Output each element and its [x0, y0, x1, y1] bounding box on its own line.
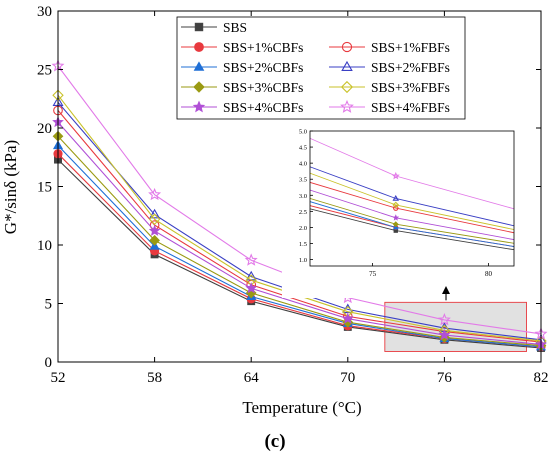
legend-item-sbs-4pctfbfs: SBS+4%FBFs — [329, 99, 450, 115]
inset-y-tick-label-2.5: 2.5 — [299, 209, 307, 216]
inset-line-sbs-1pctfbfs — [310, 181, 514, 234]
inset-line-sbs-3pctfbfs — [310, 172, 514, 231]
y-tick-label-20: 20 — [37, 121, 52, 137]
inset-y-tick-label-1.5: 1.5 — [299, 241, 307, 248]
legend-item-sbs: SBS — [181, 20, 247, 35]
inset-x-tick-label-80: 80 — [485, 270, 493, 278]
inset-point-sbs-2pctfbfs-76 — [392, 194, 400, 201]
legend-marker-sbs-3pctcbfs — [193, 81, 205, 93]
inset-series-sbs-4pctcbfs — [310, 189, 514, 241]
y-tick-label-5: 5 — [45, 297, 53, 313]
inset-y-tick-label-2.0: 2.0 — [299, 225, 307, 232]
inset-series-sbs-3pctfbfs — [310, 172, 514, 231]
x-axis-label: Temperature (°C) — [242, 398, 361, 417]
inset-frame — [309, 130, 515, 267]
legend-marker-sbs-2pctcbfs — [193, 61, 205, 71]
legend-marker-sbs-4pctfbfs — [340, 99, 354, 113]
series-line-sbs-2pctcbfs — [57, 145, 542, 348]
legend-marker-sbs — [194, 22, 204, 32]
x-tick-label-64: 64 — [244, 370, 260, 386]
data-point-sbs-4pctfbfs-76 — [437, 313, 451, 326]
y-tick-label-30: 30 — [37, 4, 52, 20]
y-axis-label: G*/sinδ (kPa) — [1, 140, 20, 234]
legend-item-sbs-1pctcbfs: SBS+1%CBFs — [181, 40, 303, 55]
legend-label-sbs: SBS — [223, 20, 247, 35]
inset-y-tick-label-3.0: 3.0 — [299, 193, 307, 200]
inset-line-sbs-3pctcbfs — [310, 197, 514, 244]
inset-x-tick-label-75: 75 — [369, 270, 377, 278]
legend-label-sbs-4pctcbfs: SBS+4%CBFs — [223, 100, 303, 115]
y-tick-label-25: 25 — [37, 63, 52, 79]
legend-label-sbs-3pctfbfs: SBS+3%FBFs — [371, 80, 450, 95]
legend-label-sbs-2pctfbfs: SBS+2%FBFs — [371, 60, 450, 75]
series-line-sbs-3pctcbfs — [57, 135, 542, 347]
inset-line-sbs-4pctfbfs — [310, 137, 514, 210]
legend: SBS SBS+1%CBFs SBS+1%FBFs SBS+2%CBFs SBS+2%F… — [176, 16, 466, 120]
legend-label-sbs-4pctfbfs: SBS+4%FBFs — [371, 100, 450, 115]
inset-y-tick-label-3.5: 3.5 — [299, 177, 307, 184]
zoom-arrow-head — [442, 286, 451, 294]
legend-item-sbs-3pctcbfs: SBS+3%CBFs — [181, 80, 303, 95]
series-line-sbs — [57, 159, 542, 349]
x-tick-label-70: 70 — [340, 370, 355, 386]
legend-item-sbs-2pctfbfs: SBS+2%FBFs — [329, 60, 450, 75]
legend-label-sbs-1pctcbfs: SBS+1%CBFs — [223, 40, 303, 55]
legend-marker-sbs-4pctcbfs — [192, 100, 206, 113]
inset-plot: 75 80 1.0 1.5 2.0 2.5 3.0 3.5 4.0 4.5 5.0 — [298, 128, 515, 301]
inset-line-sbs-2pctfbfs — [310, 166, 514, 227]
inset-y-tick-label-4.5: 4.5 — [299, 145, 307, 152]
series-sbs-4pctcbfs — [52, 116, 547, 350]
x-tick-label-76: 76 — [437, 370, 453, 386]
main-axes: 52 58 64 70 76 82 0 5 10 15 20 25 30 — [37, 4, 549, 386]
legend-label-sbs-2pctcbfs: SBS+2%CBFs — [223, 60, 303, 75]
x-tick-label-58: 58 — [147, 370, 162, 386]
legend-marker-sbs-1pctfbfs — [341, 41, 353, 53]
y-tick-label-15: 15 — [37, 180, 52, 196]
inset-series-group — [310, 137, 514, 251]
data-point-sbs-3pctcbfs-58 — [149, 234, 160, 246]
y-tick-label-10: 10 — [37, 238, 52, 254]
data-point-sbs-3pctfbfs-58 — [148, 213, 161, 225]
inset-series-sbs-3pctcbfs — [310, 197, 514, 244]
data-point-sbs-4pctcbfs-58 — [148, 224, 161, 236]
legend-marker-sbs-2pctfbfs — [341, 60, 353, 71]
data-point-sbs-4pctcbfs-70 — [341, 312, 354, 324]
legend-item-sbs-2pctcbfs: SBS+2%CBFs — [181, 60, 303, 75]
inset-line-sbs-2pctcbfs — [310, 201, 514, 247]
inset-point-sbs-4pctcbfs-76 — [392, 214, 400, 221]
data-point-sbs-4pctcbfs-64 — [245, 282, 258, 294]
inset-line-sbs — [310, 208, 514, 251]
data-point-sbs-4pctfbfs-64 — [244, 253, 258, 266]
data-point-sbs-4pctfbfs-58 — [148, 187, 162, 201]
x-tick-label-52: 52 — [51, 370, 66, 386]
inset-point-sbs-4pctfbfs-76 — [391, 171, 400, 180]
legend-label-sbs-3pctcbfs: SBS+3%CBFs — [223, 80, 303, 95]
inset-point-sbs-3pctfbfs-76 — [392, 201, 400, 209]
legend-item-sbs-4pctcbfs: SBS+4%CBFs — [181, 100, 303, 115]
inset-line-sbs-4pctcbfs — [310, 189, 514, 241]
y-tick-label-0: 0 — [45, 355, 53, 371]
inset-series-sbs-1pctfbfs — [310, 181, 514, 234]
legend-item-sbs-3pctfbfs: SBS+3%FBFs — [329, 80, 450, 95]
series-line-sbs-4pctcbfs — [57, 121, 542, 345]
inset-y-tick-label-1.0: 1.0 — [299, 257, 307, 264]
series-line-sbs-1pctfbfs — [57, 110, 542, 343]
figure-caption: (c) — [264, 431, 285, 452]
inset-y-tick-label-5.0: 5.0 — [299, 129, 307, 136]
inset-point-sbs-3pctcbfs-76 — [392, 221, 399, 228]
legend-marker-sbs-3pctfbfs — [340, 80, 354, 94]
legend-item-sbs-1pctfbfs: SBS+1%FBFs — [329, 40, 450, 55]
x-tick-label-82: 82 — [534, 370, 549, 386]
legend-box — [176, 16, 466, 120]
legend-label-sbs-1pctfbfs: SBS+1%FBFs — [371, 40, 450, 55]
inset-y-tick-label-4.0: 4.0 — [299, 161, 307, 168]
data-point-sbs-2pctfbfs-58 — [149, 208, 161, 219]
inset-series-sbs-4pctfbfs — [310, 137, 514, 210]
inset-point-sbs-1pctfbfs-76 — [393, 205, 399, 211]
data-point-sbs-4pctcbfs-76 — [438, 328, 451, 341]
inset-series-sbs-2pctfbfs — [310, 166, 514, 227]
legend-marker-sbs-1pctcbfs — [194, 42, 204, 52]
